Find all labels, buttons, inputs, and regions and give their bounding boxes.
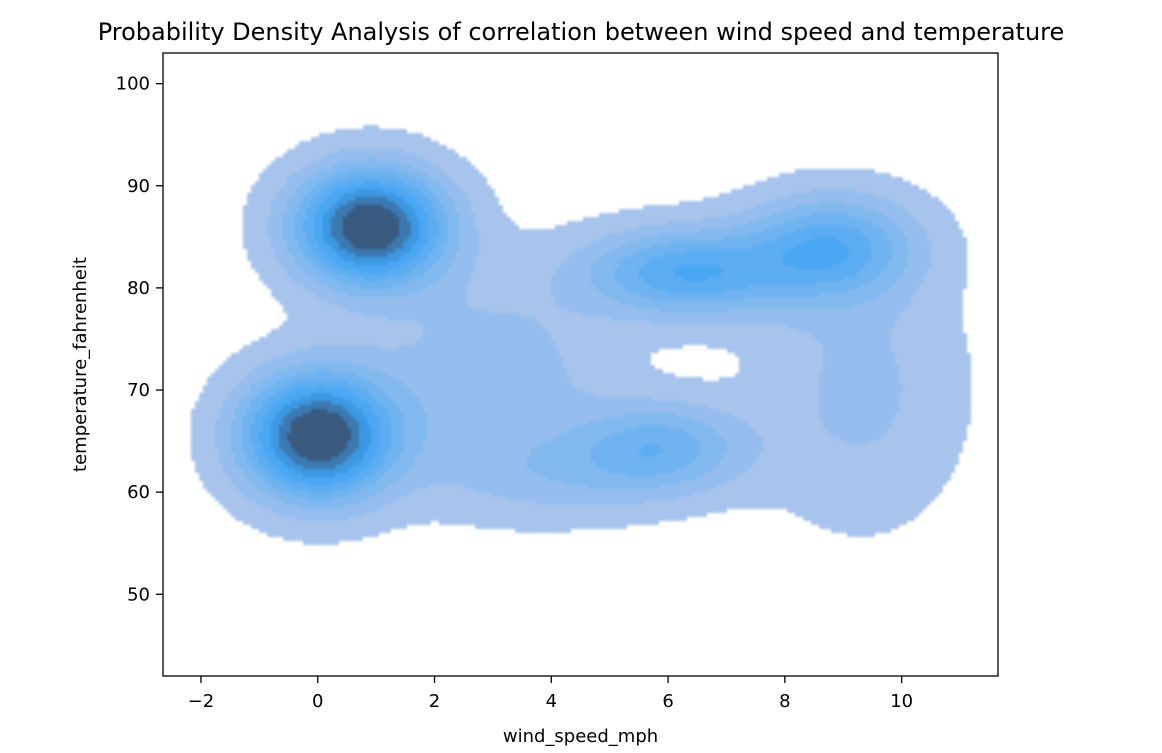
chart-title: Probability Density Analysis of correlat…	[98, 18, 1065, 46]
x-tick-label: 2	[429, 691, 440, 712]
y-tick-label: 90	[127, 176, 150, 197]
x-tick-label: 0	[312, 691, 323, 712]
density-contours	[163, 53, 999, 677]
y-axis-ticks: 50 60 70 80 90 100	[116, 74, 163, 605]
y-tick-label: 60	[127, 482, 150, 503]
x-axis-label: wind_speed_mph	[503, 726, 658, 747]
density-fill-raster	[163, 53, 999, 677]
y-tick-label: 70	[127, 380, 150, 401]
y-tick-label: 80	[127, 278, 150, 299]
x-tick-label: 6	[662, 691, 673, 712]
plot-area-frame	[162, 52, 999, 677]
y-tick-label: 50	[127, 584, 150, 605]
x-tick-label: −2	[188, 691, 215, 712]
y-axis-label: temperature_fahrenheit	[70, 257, 91, 472]
x-tick-label: 4	[546, 691, 557, 712]
x-tick-label: 10	[890, 691, 913, 712]
x-tick-label: 8	[779, 691, 790, 712]
x-axis-ticks: −2 0 2 4 6 8 10	[188, 676, 913, 712]
y-tick-label: 100	[116, 74, 150, 95]
